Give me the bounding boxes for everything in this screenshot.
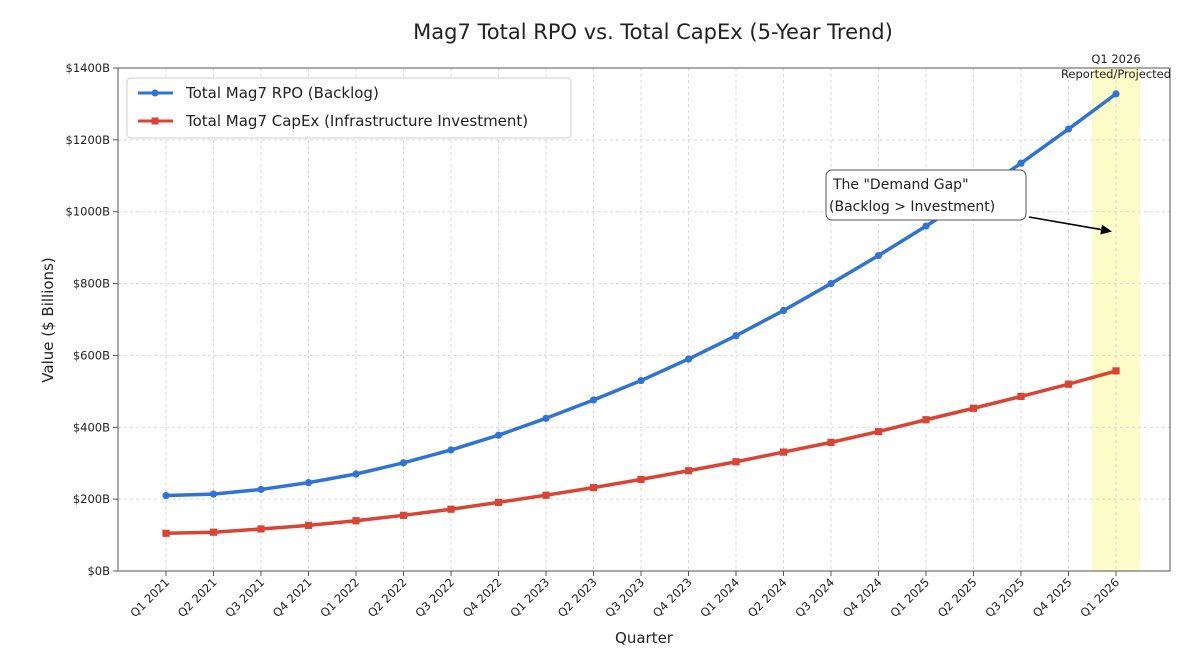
legend-label-rpo: Total Mag7 RPO (Backlog) [185,84,379,102]
rpo-point [399,459,408,467]
capex-point [447,505,455,513]
capex-point [352,517,360,525]
x-tick-label: Q3 2021 [222,575,267,620]
rpo-point [1064,125,1073,133]
legend-box [126,77,572,139]
capex-point [779,448,788,456]
capex-point [257,525,265,533]
annotation-arrow-line [1028,216,1102,231]
x-axis: Q1 2021 Q2 2021 Q3 2021 Q4 2021 Q1 2022 Q2 20… [127,571,1122,620]
rpo-point [209,490,218,498]
capex-point [732,458,740,466]
rpo-point [922,222,930,230]
x-tick-label: Q3 2022 [412,575,457,620]
capex-point [399,511,408,519]
annotation-box [825,169,1027,221]
capex-point [684,467,693,475]
capex-point [874,427,883,436]
rpo-point [257,485,265,494]
rpo-point [494,431,503,439]
rpo-point [684,355,693,363]
legend-label-capex: Total Mag7 CapEx (Infrastructure Investm… [185,112,528,130]
capex-point [542,491,550,499]
annotation-arrowhead [1100,224,1112,235]
rpo-point [162,491,170,500]
rpo-point [352,470,360,478]
rpo-point [1017,159,1025,167]
rpo-point [637,376,645,385]
highlight-band [1092,68,1140,571]
highlight-rect [1092,68,1140,571]
y-tick-label: $0B [87,564,110,578]
x-tick-label: Q1 2026 [1077,575,1122,620]
capex-point [827,438,835,446]
x-tick-label: Q2 2025 [935,575,980,620]
y-tick-label: $1000B [66,205,111,219]
legend-marker-rpo [151,89,159,97]
series-lines [162,90,1120,537]
x-tick-label: Q3 2025 [982,575,1027,620]
x-tick-label: Q4 2024 [840,575,885,620]
capex-point [304,521,313,529]
x-tick-label: Q1 2022 [317,575,362,620]
highlight-label-line1: Q1 2026 [1091,52,1140,66]
x-tick-label: Q1 2023 [507,575,552,620]
capex-point [922,416,930,424]
rpo-point [779,306,788,315]
x-tick-label: Q4 2021 [270,575,315,620]
capex-point [969,404,978,412]
rpo-point [542,414,550,422]
capex-point [589,484,598,492]
rpo-point [589,396,598,404]
y-axis: $0B $200B $400B $600B $800B $1000B $1200B $1400… [66,61,118,578]
x-tick-label: Q1 2024 [697,575,742,620]
x-tick-label: Q1 2021 [127,575,172,620]
x-tick-label: Q4 2025 [1030,575,1075,620]
rpo-point [1112,90,1120,98]
highlight-label-line2: Reported/Projected [1061,67,1171,81]
x-tick-label: Q2 2022 [365,575,410,620]
rpo-point [732,332,740,340]
y-tick-label: $1200B [66,133,111,147]
x-tick-label: Q2 2023 [555,575,600,620]
gridlines [118,68,1170,571]
y-tick-label: $200B [73,492,110,506]
y-axis-title: Value ($ Billions) [39,257,57,382]
rpo-point [874,251,883,260]
annotation-line2: (Backlog > Investment) [829,199,995,215]
x-axis-title: Quarter [615,629,674,647]
plot-frame [117,67,1171,572]
rpo-point [304,479,313,487]
x-tick-label: Q4 2022 [460,575,505,620]
capex-point [209,528,218,536]
rpo-point [827,279,835,288]
capex-point [494,498,503,506]
x-tick-label: Q2 2021 [175,575,220,620]
y-tick-label: $1400B [66,61,111,75]
legend-marker-capex [151,117,159,125]
annotation: The "Demand Gap" (Backlog > Investment) [825,169,1112,235]
capex-point [1017,392,1025,400]
capex-point [1064,380,1073,388]
x-tick-label: Q2 2024 [745,575,790,620]
annotation-line1: The "Demand Gap" [832,177,969,193]
y-tick-label: $600B [73,348,110,362]
x-tick-label: Q1 2025 [887,575,932,620]
x-tick-label: Q3 2024 [792,575,837,620]
y-tick-label: $400B [73,420,110,434]
x-tick-label: Q3 2023 [602,575,647,620]
y-tick-label: $800B [73,277,110,291]
rpo-point [447,446,455,454]
capex-point [162,529,170,537]
x-tick-label: Q4 2023 [650,575,695,620]
legend: Total Mag7 RPO (Backlog) Total Mag7 CapE… [126,77,572,139]
chart-title: Mag7 Total RPO vs. Total CapEx (5-Year T… [413,20,893,44]
capex-point [1112,367,1120,375]
capex-point [637,475,645,483]
